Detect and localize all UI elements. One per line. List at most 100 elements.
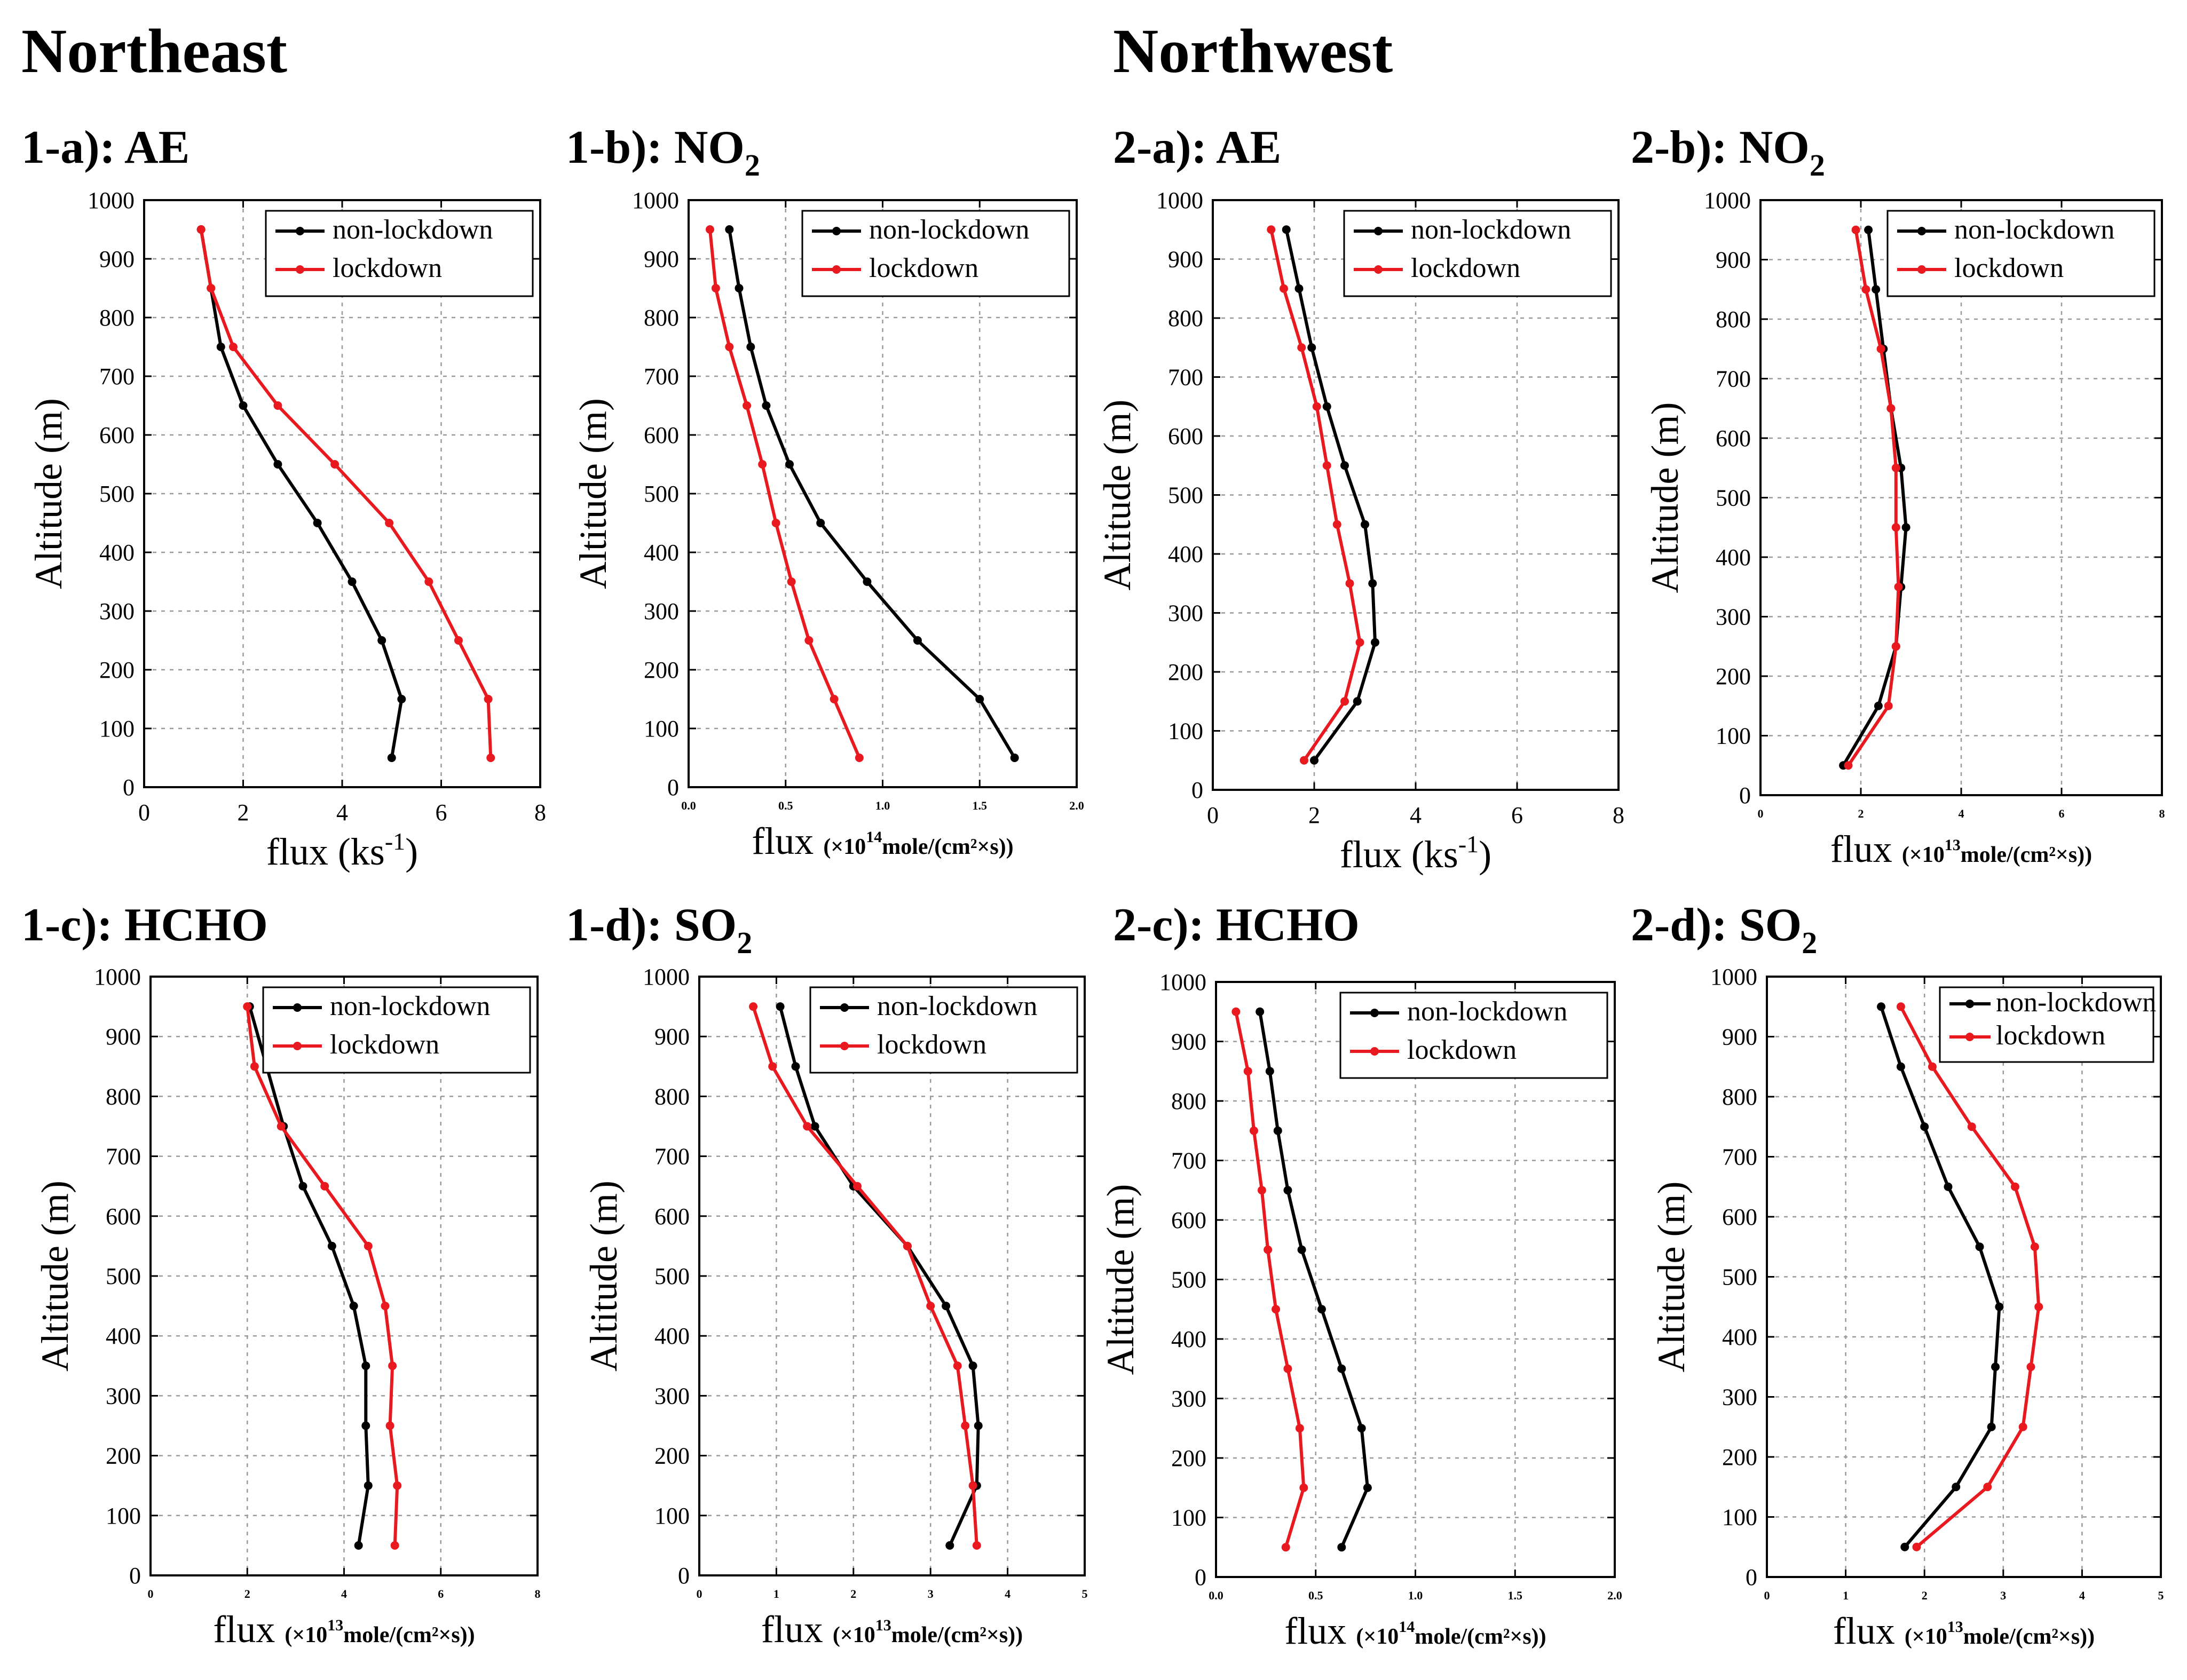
legend-label: non-lockdown	[1407, 996, 1567, 1027]
x-axis-unit-tail: mole/(cm²×s))	[1415, 1624, 1546, 1649]
legend: non-lockdown lockdown	[1343, 210, 1612, 297]
data-point-non-lockdown	[816, 519, 825, 527]
x-axis-label-text: flux	[1284, 1610, 1356, 1652]
x-tick-label: 1	[1843, 1589, 1849, 1602]
panel-title-text: 1-a): AE	[21, 122, 190, 173]
data-point-non-lockdown	[1273, 1126, 1282, 1135]
legend-marker-non-lockdown	[1370, 1009, 1379, 1017]
data-point-lockdown	[711, 284, 720, 292]
x-tick-label: 0	[1207, 802, 1219, 828]
x-axis-label-text: flux	[213, 1608, 285, 1651]
y-tick-label: 400	[1716, 544, 1751, 570]
y-tick-label: 500	[654, 1263, 690, 1289]
y-tick-label: 400	[1168, 541, 1203, 567]
y-tick-label: 200	[1171, 1445, 1206, 1471]
x-tick-label: 6	[436, 799, 447, 826]
y-axis-label: Altitude (m)	[572, 398, 614, 589]
legend-marker-lockdown	[1370, 1047, 1379, 1056]
chart-panel-1-c: 1-c): HCHO 0 100 200 300 400 500 600 700 800 900 10…	[21, 899, 541, 1651]
legend-label: non-lockdown	[877, 991, 1037, 1021]
x-axis-label: flux (ks-1)	[266, 828, 418, 873]
y-tick-label: 800	[644, 305, 679, 331]
data-point-lockdown	[1322, 461, 1331, 470]
y-tick-label: 0	[678, 1563, 690, 1589]
data-point-non-lockdown	[1944, 1182, 1953, 1191]
series-line-lockdown	[1847, 229, 1900, 766]
y-tick-label: 800	[1168, 305, 1203, 331]
x-tick-label: 8	[2159, 807, 2165, 820]
y-tick-label: 1000	[1156, 187, 1203, 213]
legend-marker-non-lockdown	[1374, 227, 1383, 235]
y-tick-label: 700	[1722, 1144, 1757, 1170]
y-tick-label: 600	[106, 1203, 141, 1230]
legend-label: lockdown	[333, 253, 442, 283]
data-point-lockdown	[926, 1302, 935, 1311]
data-point-non-lockdown	[1991, 1362, 2000, 1372]
y-tick-label: 700	[1168, 364, 1203, 391]
legend-marker-non-lockdown	[296, 227, 304, 235]
data-point-non-lockdown	[1265, 1067, 1274, 1076]
legend-marker-lockdown	[293, 1042, 302, 1050]
data-point-non-lockdown	[313, 519, 322, 527]
data-point-lockdown	[330, 460, 340, 469]
x-axis-unit-superscript: 13	[1947, 1618, 1963, 1636]
legend-marker-lockdown	[1965, 1033, 1974, 1041]
panel-title-subscript: 2	[1810, 148, 1825, 183]
x-axis-label: flux (×1014mole/(cm²×s))	[752, 820, 1013, 862]
data-point-lockdown	[1345, 579, 1354, 588]
series-line-lockdown	[1899, 1005, 2041, 1549]
x-tick-label: 4	[1959, 807, 1964, 820]
panel-title-text: 1-d): SO	[566, 899, 737, 951]
data-point-lockdown	[385, 519, 394, 527]
x-tick-label: 4	[336, 799, 348, 826]
data-point-non-lockdown	[776, 1002, 785, 1011]
data-point-lockdown	[364, 1241, 373, 1250]
data-point-non-lockdown	[1987, 1422, 1996, 1431]
legend-marker-non-lockdown	[293, 1003, 302, 1012]
y-tick-label: 900	[1171, 1029, 1206, 1055]
y-tick-label: 600	[1722, 1204, 1757, 1230]
data-point-non-lockdown	[725, 225, 734, 234]
y-tick-label: 0	[129, 1563, 141, 1589]
data-point-lockdown	[250, 1062, 259, 1071]
x-tick-label: 0	[1764, 1589, 1770, 1602]
data-point-non-lockdown	[942, 1302, 951, 1311]
data-point-non-lockdown	[327, 1241, 336, 1250]
y-tick-label: 900	[654, 1024, 690, 1050]
data-point-non-lockdown	[1310, 756, 1318, 765]
data-point-lockdown	[381, 1302, 390, 1311]
x-tick-label: 2.0	[1069, 799, 1084, 812]
legend-label: lockdown	[1411, 253, 1520, 283]
legend: non-lockdown lockdown	[262, 986, 531, 1074]
x-axis-label-superscript: -1	[1458, 830, 1479, 858]
y-tick-label: 1000	[94, 964, 141, 990]
y-axis-label: Altitude (m)	[1099, 1184, 1142, 1375]
y-tick-label: 300	[106, 1383, 141, 1409]
chart-panel-2-b: 2-b): NO20100200300400500600700800900100…	[1631, 122, 2165, 870]
data-point-non-lockdown	[974, 1421, 983, 1430]
data-point-non-lockdown	[1896, 1062, 1905, 1071]
data-point-lockdown	[2026, 1362, 2035, 1372]
data-point-lockdown	[1299, 1483, 1308, 1492]
data-point-lockdown	[705, 225, 714, 234]
panel-title-text: 2-a): AE	[1113, 122, 1281, 173]
x-tick-label: 4	[1005, 1587, 1010, 1600]
y-tick-label: 200	[106, 1443, 141, 1469]
data-point-lockdown	[855, 754, 864, 762]
x-tick-label: 2	[1858, 807, 1864, 820]
legend: non-lockdown lockdown	[1886, 210, 2156, 297]
x-tick-label: 1.5	[973, 799, 988, 812]
data-point-non-lockdown	[1864, 225, 1873, 234]
y-tick-label: 700	[99, 363, 135, 390]
x-tick-label: 6	[2059, 807, 2065, 820]
series-line-non-lockdown	[778, 1006, 980, 1547]
legend: non-lockdown lockdown	[801, 210, 1070, 297]
y-tick-label: 500	[1722, 1264, 1757, 1290]
y-tick-label: 700	[654, 1144, 690, 1170]
data-point-lockdown	[787, 577, 796, 586]
panel-title-text: 1-c): HCHO	[21, 899, 268, 951]
x-axis-label: flux (×1013mole/(cm²×s))	[1830, 828, 2092, 870]
y-tick-label: 300	[654, 1383, 690, 1409]
x-tick-label: 6	[1511, 802, 1523, 828]
y-tick-label: 400	[106, 1323, 141, 1349]
